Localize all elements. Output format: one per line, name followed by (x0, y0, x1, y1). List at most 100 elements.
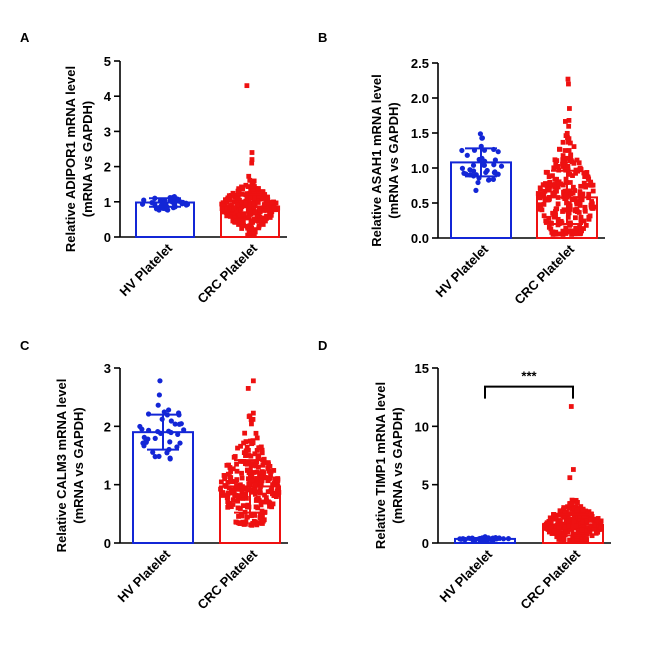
data-point-crc (583, 536, 588, 542)
data-point-crc (234, 483, 239, 489)
data-point-crc (230, 502, 236, 507)
data-point-hv (152, 435, 158, 441)
data-point-crc (574, 536, 580, 542)
data-point-crc (244, 461, 250, 467)
data-point-hv (492, 157, 498, 163)
data-point-crc (566, 206, 572, 212)
data-point-crc (566, 123, 572, 129)
data-point-crc (560, 159, 566, 165)
data-point-crc (582, 207, 588, 213)
y-axis-label-line2: (mRNA vs GAPDH) (71, 407, 86, 524)
data-point-crc (248, 417, 254, 422)
data-point-crc (576, 160, 582, 166)
data-point-crc (237, 521, 243, 526)
data-point-crc (260, 222, 266, 227)
data-point-crc (261, 470, 267, 475)
data-point-crc (567, 527, 572, 532)
data-point-hv (161, 409, 167, 415)
data-point-crc (262, 492, 267, 498)
data-point-crc (566, 519, 572, 524)
y-axis-label-line2: (mRNA vs GAPDH) (390, 407, 405, 524)
data-point-crc (588, 523, 594, 529)
data-point-crc (226, 485, 232, 491)
data-point-crc (565, 76, 571, 82)
data-point-crc (257, 515, 263, 521)
data-point-crc (229, 202, 234, 208)
data-point-hv (463, 171, 469, 177)
data-point-crc (566, 136, 572, 142)
data-point-hv (141, 434, 147, 440)
data-point-crc (578, 217, 584, 222)
data-point-hv (168, 418, 174, 424)
data-point-crc (585, 175, 591, 181)
data-point-crc (232, 493, 238, 499)
data-point-crc (269, 200, 275, 205)
data-point-crc (248, 209, 254, 214)
data-point-crc (570, 467, 576, 472)
data-point-crc (568, 404, 574, 409)
data-point-crc (573, 225, 579, 231)
y-tick-label: 0.0 (411, 231, 429, 246)
data-point-crc (253, 504, 259, 510)
data-point-hv (177, 440, 183, 446)
data-point-crc (228, 478, 233, 484)
data-point-crc (589, 199, 594, 204)
y-tick-label: 0 (104, 536, 111, 551)
data-point-crc (595, 516, 601, 521)
data-point-crc (241, 450, 247, 456)
data-point-crc (259, 215, 265, 221)
data-point-crc (238, 459, 243, 464)
data-point-crc (588, 181, 594, 186)
data-point-crc (565, 214, 571, 220)
data-point-crc (576, 199, 582, 205)
data-point-hv (481, 162, 488, 168)
data-point-crc (574, 531, 580, 537)
y-tick-label: 3 (104, 124, 111, 139)
data-point-crc (251, 195, 257, 201)
data-point-crc (547, 179, 553, 185)
y-axis-label-line1: Relative ADIPOR1 mRNA level (63, 66, 78, 252)
data-point-crc (251, 206, 257, 211)
data-point-crc (545, 186, 551, 192)
data-point-crc (573, 196, 578, 201)
data-point-crc (251, 231, 257, 237)
data-point-crc (247, 177, 253, 183)
data-point-crc (238, 199, 244, 205)
data-point-crc (579, 527, 585, 533)
panel-c: C 0 1 2 3 Relative CALM3 mRNA level (mRNA vs G… (20, 338, 288, 612)
data-point-crc (560, 157, 566, 163)
data-point-crc (258, 502, 264, 508)
data-point-crc (550, 210, 556, 216)
data-point-crc (566, 118, 572, 123)
data-point-crc (580, 519, 586, 525)
data-point-crc (562, 510, 568, 515)
data-point-crc (274, 492, 280, 498)
data-point-crc (546, 215, 552, 221)
data-point-hv (175, 431, 181, 438)
data-point-crc (231, 205, 237, 211)
significance-label: *** (521, 369, 537, 384)
data-point-crc (241, 459, 246, 464)
x-category-label: CRC Platelet (194, 240, 260, 306)
y-tick-label: 1.0 (411, 161, 429, 176)
data-point-crc (585, 525, 591, 531)
x-category-label: CRC Platelet (511, 241, 577, 307)
y-tick-label: 2.0 (411, 91, 429, 106)
data-point-hv (470, 162, 477, 168)
data-point-crc (253, 218, 259, 223)
data-point-crc (556, 181, 562, 187)
data-point-crc (260, 195, 265, 201)
data-point-crc (578, 228, 583, 234)
data-point-crc (228, 469, 234, 474)
data-point-hv (150, 449, 156, 455)
data-point-crc (246, 230, 252, 235)
data-point-crc (546, 529, 552, 535)
data-point-crc (567, 172, 573, 177)
data-point-crc (251, 201, 256, 207)
data-point-crc (589, 533, 595, 539)
data-point-crc (238, 512, 244, 518)
data-point-crc (218, 479, 224, 485)
data-point-crc (537, 195, 543, 201)
data-point-crc (562, 524, 567, 530)
data-point-hv (183, 202, 189, 208)
